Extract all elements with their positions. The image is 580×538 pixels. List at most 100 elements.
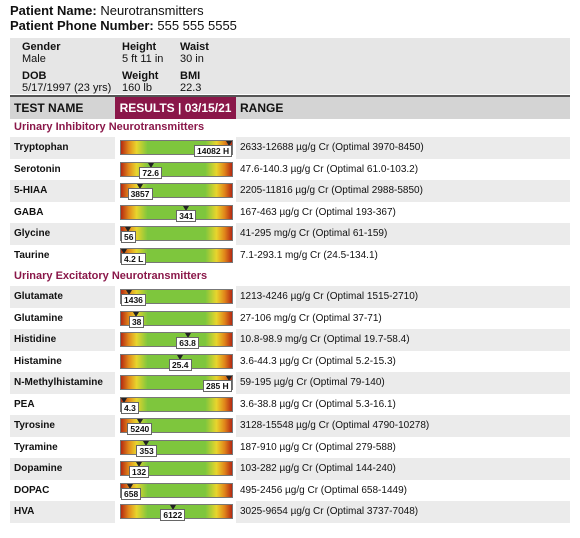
info-value: 30 in (180, 53, 204, 65)
result-cell: 341 (115, 201, 236, 223)
result-label: 72.6 (139, 166, 162, 179)
table-row: PEA 4.3 3.6-38.8 µg/g Cr (Optimal 5.3-16.1… (10, 393, 570, 415)
info-item: Height 5 ft 11 in (122, 41, 180, 65)
section-title: Urinary Inhibitory Neurotransmitters (14, 121, 205, 133)
result-marker (135, 462, 142, 467)
header-cell: RANGE (240, 101, 284, 115)
patient-phone: Patient Phone Number: 555 555 5555 (10, 18, 237, 33)
result-marker (124, 227, 131, 232)
result-label: 658 (121, 487, 142, 500)
result-cell: 5240 (115, 415, 236, 437)
result-marker (147, 162, 154, 168)
table-row: Histidine 63.8 10.8-98.9 mg/g Cr (Optimal … (10, 329, 570, 351)
result-marker (127, 483, 134, 489)
range-text: 187-910 µg/g Cr (Optimal 279-588) (240, 441, 396, 453)
test-name: 5-HIAA (14, 185, 48, 196)
table-row: GABA 341 167-463 µg/g Cr (Optimal 193-367) (10, 201, 570, 223)
result-cell: 4.2 L (115, 244, 236, 266)
result-label: 25.4 (168, 358, 192, 371)
value: Neurotransmitters (100, 3, 204, 18)
range-bar: 14082 H (120, 140, 233, 157)
test-name: Tryptophan (14, 142, 69, 153)
result-label: 5240 (127, 423, 153, 435)
range-bar: 4.3 (120, 396, 233, 414)
info-label: Gender (22, 41, 61, 53)
table-row: 5-HIAA 3857 2205-11816 µg/g Cr (Optimal 29… (10, 180, 570, 202)
result-label: 38 (128, 315, 145, 328)
result-marker (169, 505, 176, 510)
result-label: 63.8 (176, 337, 199, 349)
range-text: 3.6-38.8 µg/g Cr (Optimal 5.3-16.1) (240, 398, 396, 410)
info-item: BMI 22.3 (180, 70, 570, 94)
range-bar: 72.6 (120, 161, 233, 179)
result-cell: 353 (115, 436, 236, 458)
result-label: 3857 (127, 188, 153, 200)
info-item: Weight 160 lb (122, 70, 180, 94)
label: Patient Name: (10, 3, 97, 18)
result-cell: 132 (115, 458, 236, 480)
info-value: 5/17/1997 (23 yrs) (22, 82, 112, 94)
info-value: 22.3 (180, 82, 202, 94)
info-value: Male (22, 53, 46, 65)
result-marker (121, 397, 127, 403)
value: 555 555 5555 (157, 18, 237, 33)
range-text: 10.8-98.9 mg/g Cr (Optimal 19.7-58.4) (240, 334, 410, 345)
result-label: 6122 (160, 509, 186, 521)
test-name: GABA (14, 206, 44, 218)
table-row: HVA 6122 3025-9654 µg/g Cr (Optimal 3737-7… (10, 501, 570, 523)
result-label: 4.2 L (121, 252, 147, 265)
result-label: 14082 H (194, 145, 233, 157)
range-bar: 4.2 L (120, 247, 233, 265)
range-bar: 3857 (120, 183, 233, 200)
range-bar: 56 (120, 226, 233, 243)
result-marker (226, 141, 232, 146)
section-title: Urinary Excitatory Neurotransmitters (14, 270, 208, 282)
info-item: Waist 30 in (180, 41, 570, 65)
test-name: Histamine (14, 355, 62, 367)
range-text: 59-195 µg/g Cr (Optimal 79-140) (240, 377, 385, 388)
range-bar: 5240 (120, 418, 233, 435)
result-label: 132 (128, 466, 150, 478)
patient-info: Gender Male Height 5 ft 11 in Waist 30 in DOB 5… (10, 38, 570, 94)
table-row: Serotonin 72.6 47.6-140.3 µg/g Cr (Optimal… (10, 158, 570, 180)
range-text: 3128-15548 µg/g Cr (Optimal 4790-10278) (240, 420, 430, 431)
range-text: 103-282 µg/g Cr (Optimal 144-240) (240, 463, 396, 474)
result-marker (143, 440, 150, 446)
range-text: 3025-9654 µg/g Cr (Optimal 3737-7048) (240, 506, 419, 517)
table-header: TEST NAME RESULTS | 03/15/21 RANGE (10, 95, 570, 119)
result-cell: 1436 (115, 286, 236, 308)
table-row: Histamine 25.4 3.6-44.3 µg/g Cr (Optimal 5… (10, 350, 570, 372)
range-bar: 658 (120, 482, 233, 500)
range-text: 27-106 mg/g Cr (Optimal 37-71) (240, 312, 382, 324)
range-bar: 25.4 (120, 353, 233, 371)
range-text: 167-463 µg/g Cr (Optimal 193-367) (240, 206, 396, 218)
table-row: Dopamine 132 103-282 µg/g Cr (Optimal 144-… (10, 458, 570, 480)
result-marker (184, 333, 191, 338)
range-text: 2633-12688 µg/g Cr (Optimal 3970-8450) (240, 142, 424, 153)
table-body: Urinary Inhibitory Neurotransmitters Tryp… (10, 117, 570, 523)
range-bar: 63.8 (120, 332, 233, 349)
info-label: Height (122, 41, 157, 53)
info-label: Weight (122, 70, 159, 82)
range-text: 3.6-44.3 µg/g Cr (Optimal 5.2-15.3) (240, 355, 396, 367)
result-marker (136, 419, 143, 424)
result-marker (133, 311, 140, 317)
info-value: 160 lb (122, 82, 152, 94)
label: Patient Phone Number: (10, 18, 154, 33)
range-text: 1213-4246 µg/g Cr (Optimal 1515-2710) (240, 291, 419, 302)
table-row: Tyrosine 5240 3128-15548 µg/g Cr (Optimal … (10, 415, 570, 437)
result-cell: 25.4 (115, 350, 236, 372)
result-marker (226, 376, 232, 381)
result-cell: 3857 (115, 180, 236, 202)
result-marker (126, 290, 133, 295)
test-name: Glutamine (14, 312, 63, 324)
result-marker (121, 248, 127, 254)
test-name: DOPAC (14, 484, 50, 496)
info-label: DOB (22, 70, 47, 82)
patient-name: Patient Name: Neurotransmitters (10, 3, 204, 18)
info-item: DOB 5/17/1997 (23 yrs) (22, 70, 122, 94)
range-bar: 341 (120, 204, 233, 222)
table-row: Taurine 4.2 L 7.1-293.1 mg/g Cr (24.5-134.… (10, 244, 570, 266)
table-row: Glutamine 38 27-106 mg/g Cr (Optimal 37-71… (10, 307, 570, 329)
